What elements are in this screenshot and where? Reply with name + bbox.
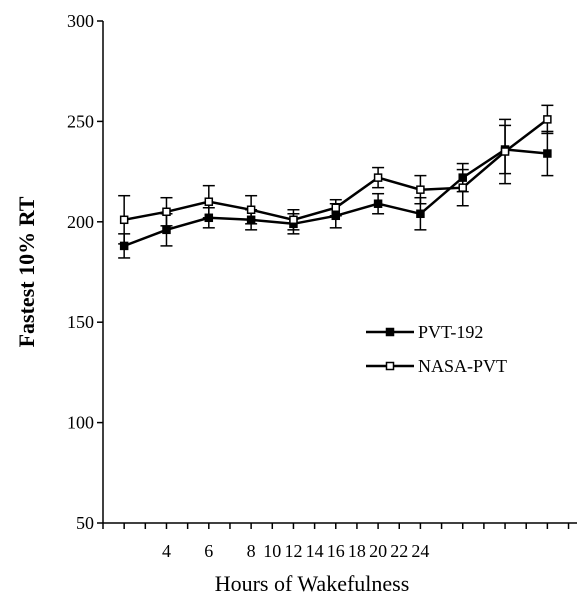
data-point bbox=[373, 173, 383, 182]
series-layer bbox=[118, 104, 554, 259]
legend: PVT-192 NASA-PVT bbox=[366, 322, 507, 376]
x-tick-label: 24 bbox=[411, 541, 429, 561]
legend-marker bbox=[385, 327, 395, 337]
y-axis-title: Fastest 10% RT bbox=[14, 196, 39, 347]
data-point bbox=[458, 183, 467, 192]
data-point bbox=[119, 215, 129, 225]
x-tick-label: 22 bbox=[390, 541, 408, 561]
y-tick-label: 100 bbox=[67, 413, 94, 433]
x-tick-labels: 4 6 8 10 12 14 16 18 20 22 24 bbox=[162, 541, 429, 561]
data-point bbox=[246, 205, 256, 215]
legend-item: PVT-192 bbox=[366, 322, 483, 342]
data-point bbox=[543, 149, 552, 158]
x-tick-label: 6 bbox=[204, 541, 213, 561]
axes bbox=[97, 20, 577, 529]
x-tick-label: 14 bbox=[306, 541, 324, 561]
series-pvt-192 bbox=[118, 124, 554, 259]
x-tick-label: 8 bbox=[247, 541, 256, 561]
y-tick-label: 300 bbox=[67, 11, 94, 31]
data-point bbox=[416, 185, 425, 194]
x-tick-label: 18 bbox=[348, 541, 366, 561]
data-point bbox=[162, 207, 171, 217]
legend-label: NASA-PVT bbox=[418, 356, 507, 376]
data-point bbox=[373, 199, 383, 208]
y-tick-label: 250 bbox=[67, 111, 94, 131]
legend-marker bbox=[385, 361, 395, 371]
y-tick-label: 200 bbox=[67, 212, 94, 232]
x-tick-label: 16 bbox=[327, 541, 345, 561]
data-point bbox=[331, 203, 341, 212]
y-tick-label: 150 bbox=[67, 312, 94, 332]
x-tick-label: 4 bbox=[162, 541, 171, 561]
legend-item: NASA-PVT bbox=[366, 356, 507, 376]
y-tick-labels: 50 100 150 200 250 300 bbox=[67, 11, 94, 533]
data-point bbox=[416, 209, 425, 219]
x-axis-title: Hours of Wakefulness bbox=[215, 571, 410, 596]
data-point bbox=[204, 197, 214, 206]
data-point bbox=[162, 225, 171, 235]
data-point bbox=[543, 115, 552, 124]
y-tick-label: 50 bbox=[76, 513, 94, 533]
series-line bbox=[123, 148, 548, 248]
x-tick-label: 10 bbox=[263, 541, 281, 561]
x-tick-label: 20 bbox=[369, 541, 387, 561]
legend-label: PVT-192 bbox=[418, 322, 483, 342]
series-nasa-pvt bbox=[118, 104, 554, 245]
data-point bbox=[500, 147, 510, 156]
data-point bbox=[289, 215, 298, 225]
x-tick-label: 12 bbox=[284, 541, 302, 561]
